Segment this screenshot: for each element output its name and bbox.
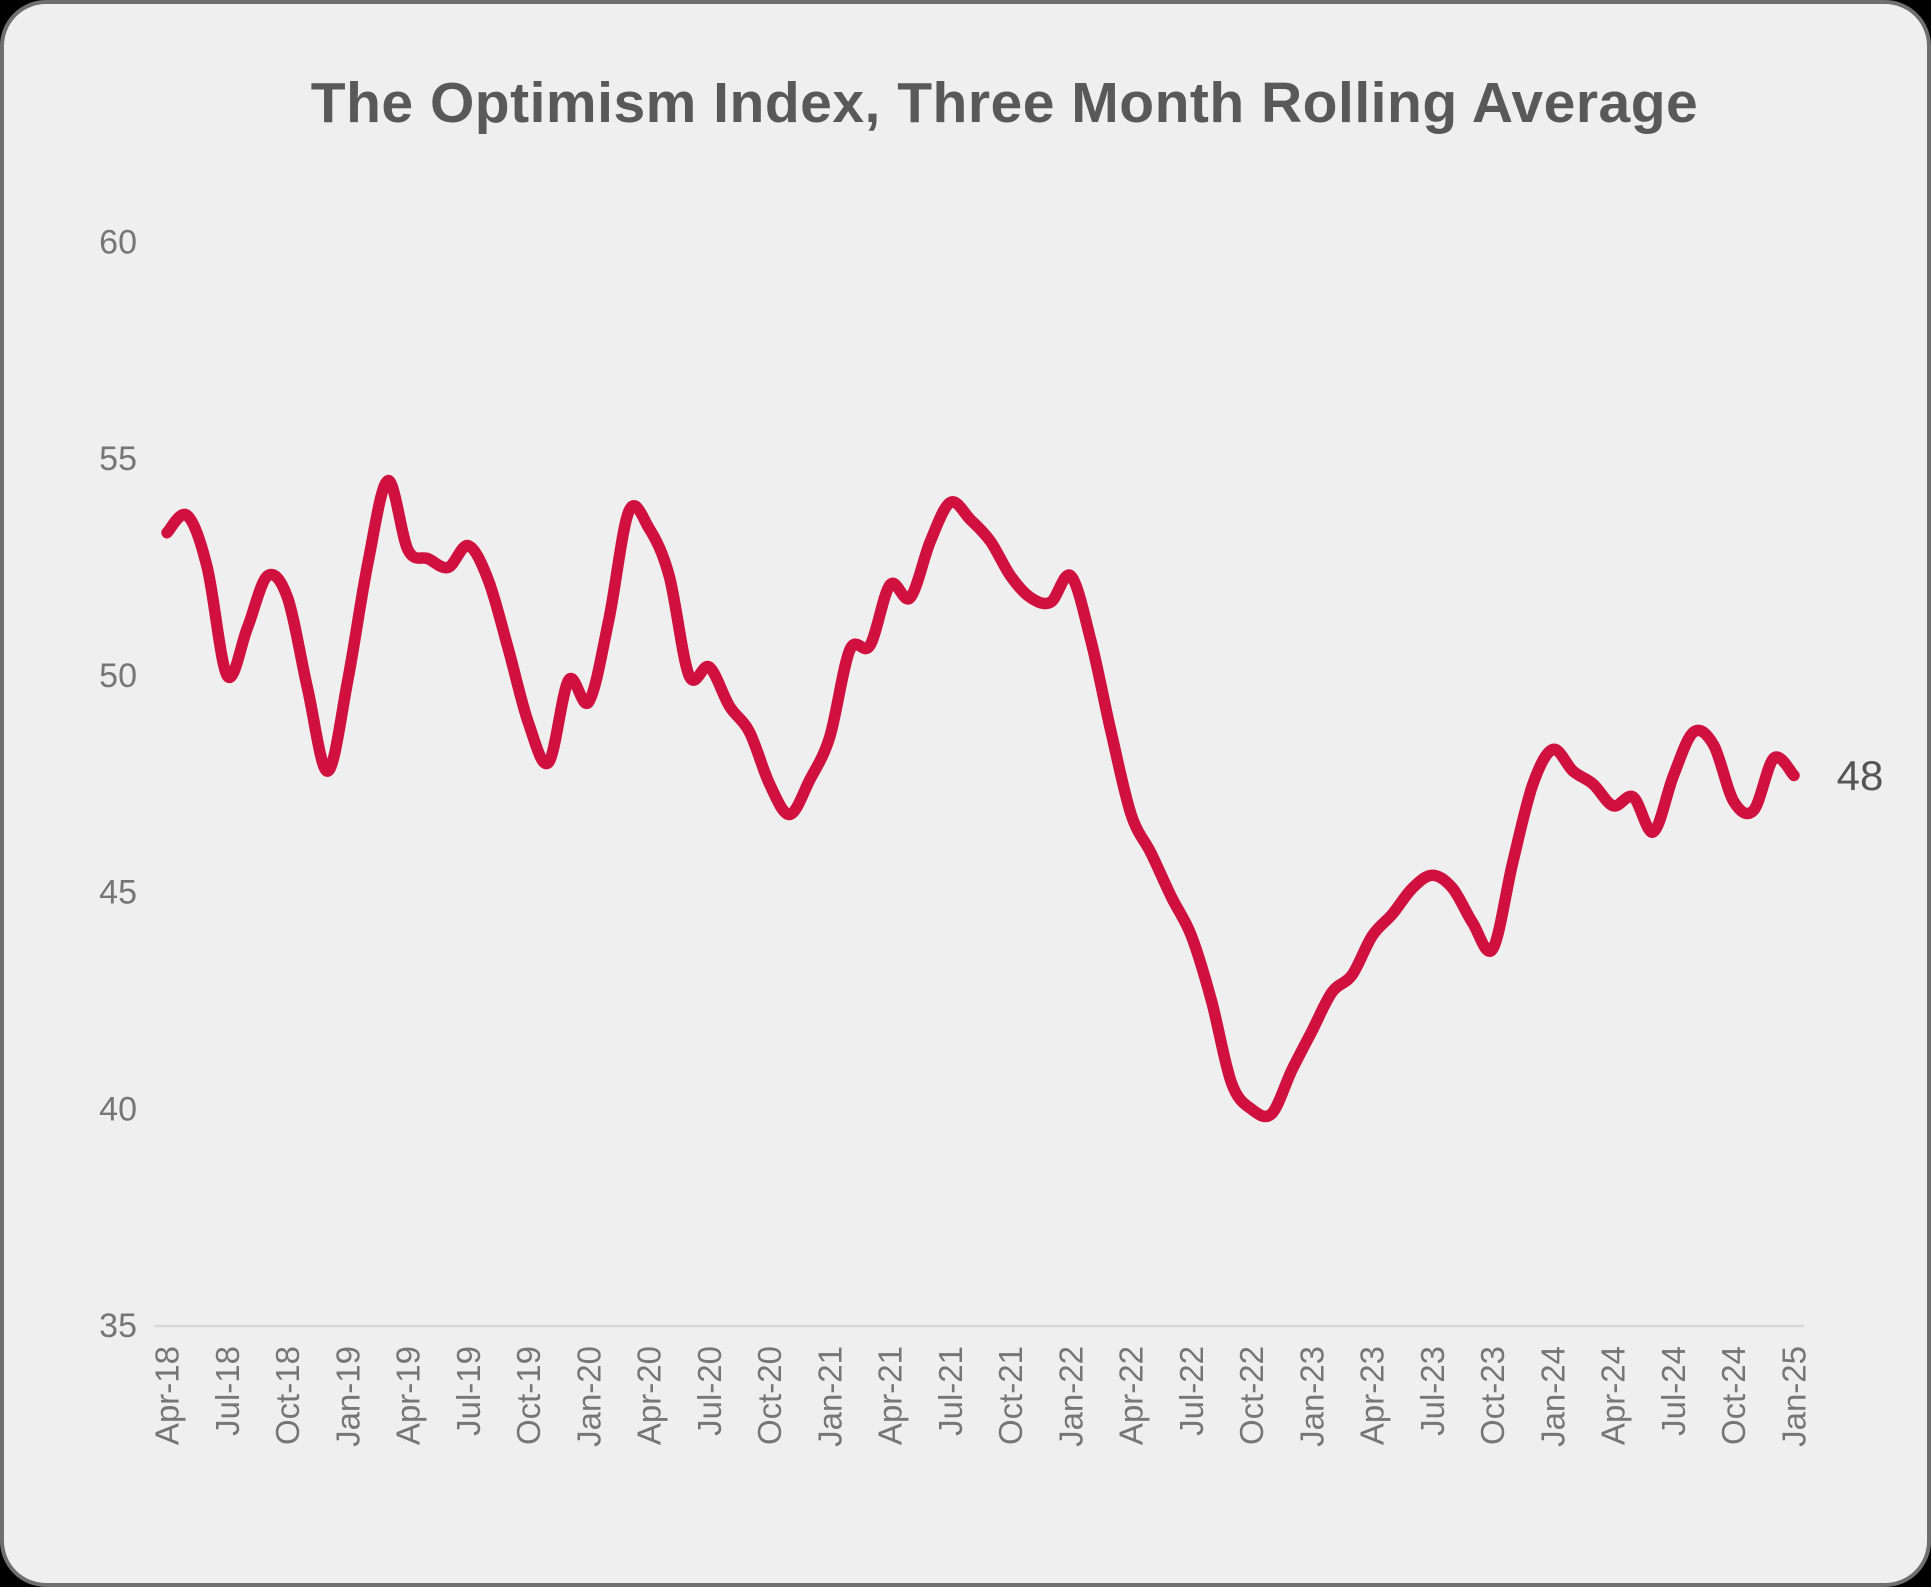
x-axis-tick-label: Jul-24 — [1655, 1346, 1692, 1436]
x-axis-tick-label: Jan-22 — [1052, 1346, 1089, 1447]
x-axis-tick-label: Apr-23 — [1354, 1346, 1391, 1445]
x-axis-tick-label: Jan-23 — [1293, 1346, 1330, 1447]
y-axis-tick-label: 35 — [99, 1307, 137, 1345]
x-axis-tick-label: Jan-19 — [329, 1346, 366, 1447]
x-axis-tick-label: Jul-18 — [209, 1346, 246, 1436]
chart-title: The Optimism Index, Three Month Rolling … — [310, 71, 1699, 135]
x-axis-tick-label: Jan-21 — [811, 1346, 848, 1447]
x-axis-tick-label: Jan-20 — [570, 1346, 607, 1447]
x-axis-tick-label: Oct-22 — [1233, 1346, 1270, 1445]
y-axis-tick-label: 55 — [99, 440, 137, 478]
x-axis-tick-label: Oct-20 — [751, 1346, 788, 1445]
x-axis-tick-label: Apr-22 — [1113, 1346, 1150, 1445]
x-axis-tick-label: Jan-25 — [1776, 1346, 1813, 1447]
x-axis-tick-label: Apr-21 — [872, 1346, 909, 1445]
x-axis-tick-label: Oct-21 — [992, 1346, 1029, 1445]
x-axis-tick-label: Jul-19 — [450, 1346, 487, 1436]
y-axis-tick-label: 40 — [99, 1090, 137, 1128]
x-axis-tick-label: Oct-18 — [269, 1346, 306, 1445]
x-axis-tick-label: Jul-22 — [1173, 1346, 1210, 1436]
x-axis-tick-label: Apr-18 — [149, 1346, 186, 1445]
x-axis-tick-label: Jan-24 — [1534, 1346, 1571, 1447]
x-axis-tick-label: Jul-23 — [1414, 1346, 1451, 1436]
x-axis-tick-label: Apr-20 — [631, 1346, 668, 1445]
optimism-index-chart: 60 55 50 45 40 35 Apr-18 Jul-18 Oct-18 Jan-19 Apr-… — [99, 223, 1884, 1447]
x-axis-tick-label: Jul-20 — [691, 1346, 728, 1436]
x-axis-tick-label: Apr-24 — [1595, 1346, 1632, 1445]
optimism-line-series — [161, 474, 1800, 1123]
x-axis-tick-label: Oct-24 — [1715, 1346, 1752, 1445]
x-axis-tick-label: Oct-19 — [510, 1346, 547, 1445]
y-axis-tick-label: 60 — [99, 223, 137, 261]
x-axis-tick-label: Oct-23 — [1474, 1346, 1511, 1445]
y-axis-tick-label: 50 — [99, 657, 137, 695]
series-end-value-label: 48 — [1837, 752, 1884, 799]
x-axis-tick-label: Apr-19 — [390, 1346, 427, 1445]
y-axis-tick-label: 45 — [99, 874, 137, 912]
x-axis-tick-label: Jul-21 — [932, 1346, 969, 1436]
